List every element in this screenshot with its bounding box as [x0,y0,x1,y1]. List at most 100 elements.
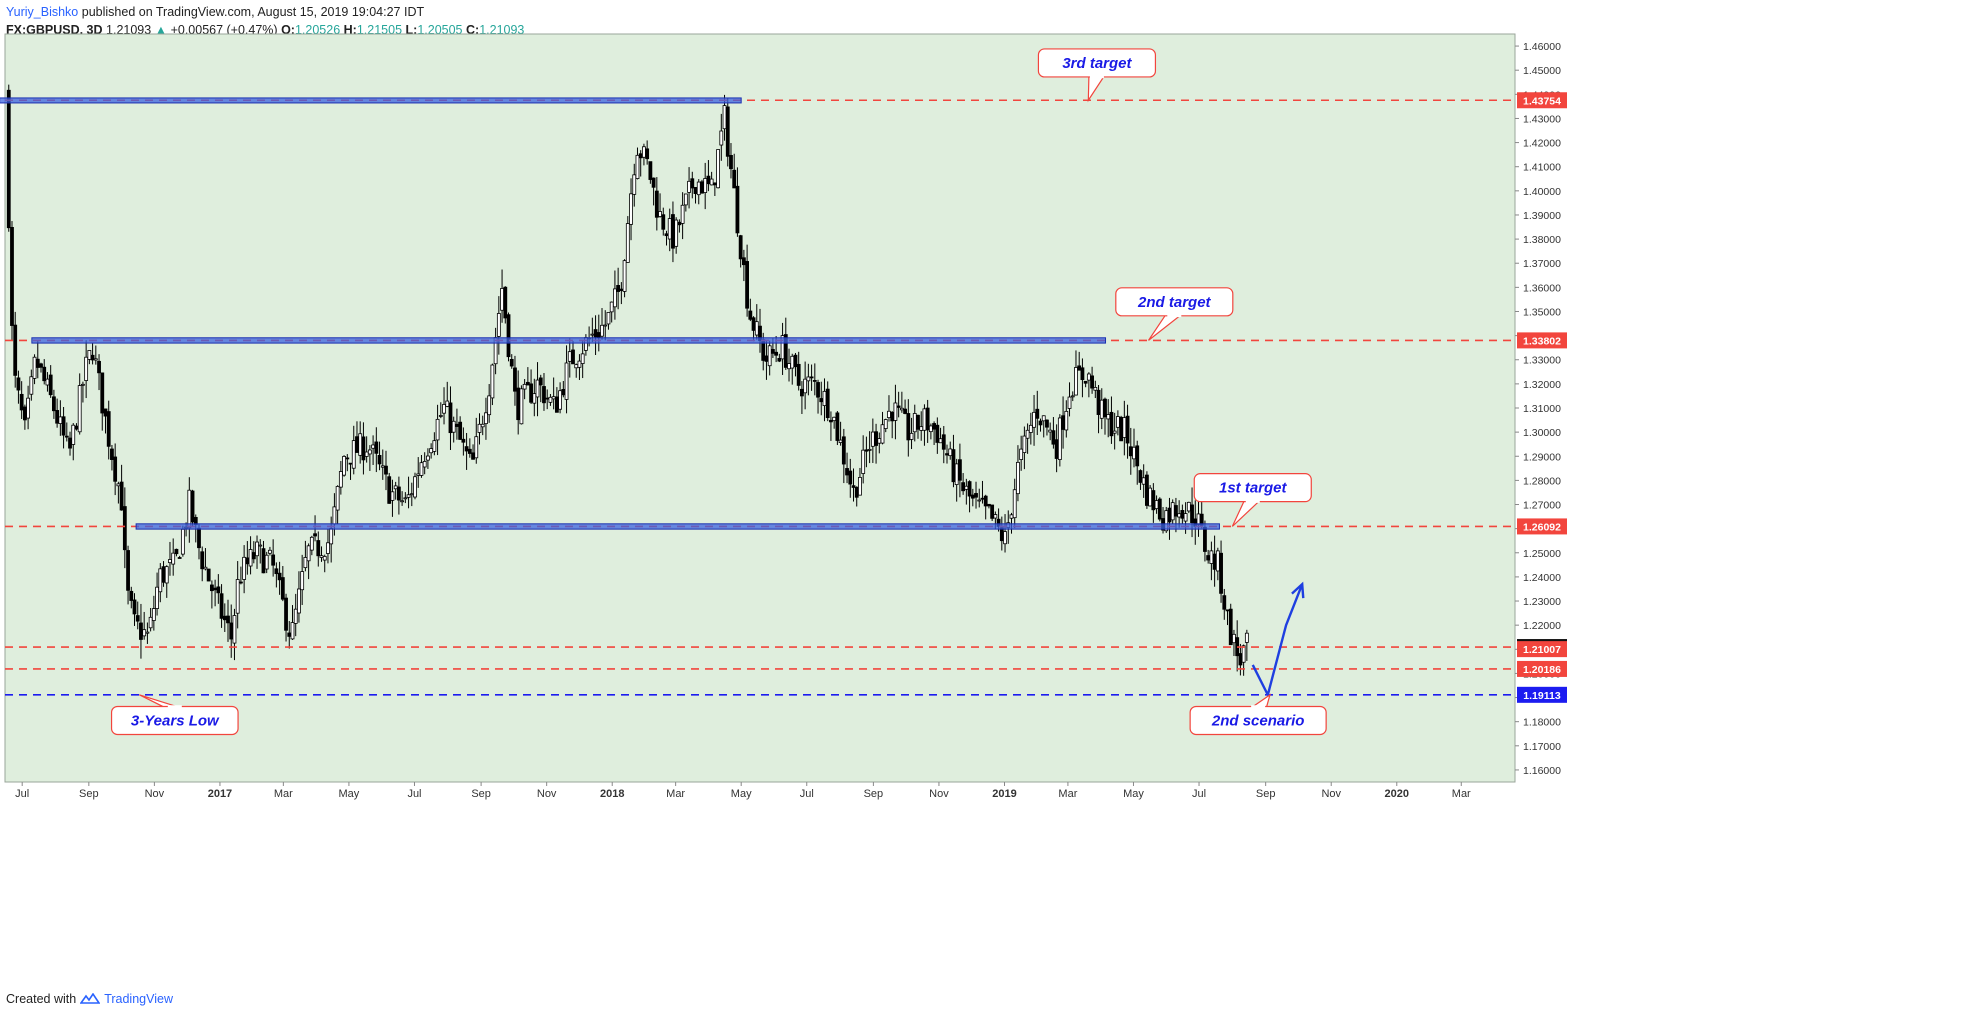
zone-rect[interactable] [0,97,742,104]
candle-body [961,482,966,492]
author-link[interactable]: Yuriy_Bishko [6,5,79,19]
candle-body [1209,550,1214,564]
candle-body [922,408,927,431]
candle-body [306,545,311,562]
candle-body [416,473,421,476]
candle-body [941,434,946,450]
candle-body [664,233,669,237]
candle-body [1048,429,1053,433]
candle-body [1061,415,1065,430]
candle-body [429,448,434,454]
x-tick-label: Jul [1192,788,1206,800]
candle-body [313,533,317,537]
candle-body [455,423,459,427]
candle-body [887,410,891,419]
candle-body [426,455,430,461]
candle-body [387,476,392,504]
candle-body [126,550,130,591]
candle-body [248,549,253,567]
callout-text: 3-Years Low [131,712,220,729]
candle-body [545,397,550,400]
candle-body [790,355,795,369]
candle-body [725,106,730,157]
candle-body [970,494,975,499]
candle-body [741,257,746,266]
zone-rect[interactable] [135,523,1220,530]
y-tick-label: 1.32000 [1523,379,1561,391]
candle-body [825,388,830,419]
candle-body [374,441,379,454]
candle-body [945,453,949,456]
y-tick-label: 1.43000 [1523,113,1561,125]
candle-body [22,406,27,421]
candle-body [119,481,124,511]
candle-body [890,411,895,422]
candle-body [6,89,11,229]
candle-body [874,431,878,446]
candle-body [616,285,621,292]
candlestick-chart[interactable]: 1.460001.450001.440001.430001.420001.410… [0,0,1972,990]
candle-body [1016,461,1020,495]
candle-body [229,622,234,640]
x-tick-label: Sep [471,788,491,800]
candle-body [1022,435,1027,453]
candle-body [1148,487,1153,507]
candle-body [600,324,604,337]
candle-body [1077,365,1082,371]
candle-body [1145,474,1149,506]
candle-body [928,425,933,433]
candle-body [774,351,779,356]
tradingview-brand[interactable]: TradingView [104,992,173,1006]
zone-rect[interactable] [31,337,1107,344]
candle-body [974,493,978,498]
candle-body [745,261,750,309]
candle-body [819,398,824,403]
candle-body [322,556,327,561]
candle-body [361,436,366,461]
candle-body [190,490,195,523]
candle-body [103,408,108,417]
price-tag-label: 1.19113 [1523,690,1561,702]
candle-body [967,481,972,497]
candle-body [484,412,488,425]
candle-body [287,632,292,637]
candle-body [532,393,537,404]
candle-body [538,377,543,386]
x-tick-label: 2017 [208,788,232,800]
candle-body [948,448,953,457]
candle-body [800,388,804,397]
callout-text: 3rd target [1062,55,1132,72]
y-tick-label: 1.38000 [1523,234,1561,246]
candle-body [274,568,279,575]
candle-body [277,572,282,581]
candle-body [384,465,388,475]
candle-body [232,615,237,644]
candle-body [571,349,575,365]
candle-body [525,381,530,386]
candle-body [1122,417,1127,438]
candle-body [1032,411,1036,428]
candle-body [958,459,962,481]
candle-body [1041,415,1046,422]
candle-body [326,542,330,554]
scenario-arrow [1251,583,1304,697]
candle-body [567,351,572,362]
x-tick-label: Jul [407,788,421,800]
candle-body [26,397,31,419]
candle-body [503,286,508,319]
candle-body [932,423,937,430]
candle-body [1225,609,1230,612]
candle-body [732,169,737,189]
candle-body [1019,448,1024,460]
candle-body [677,221,682,226]
candle-body [342,456,346,476]
candle-body [19,393,24,411]
candle-body [351,440,356,469]
candle-body [622,260,627,292]
candle-body [74,425,79,430]
candle-body [854,486,859,498]
candle-body [300,571,305,591]
candle-body [1109,411,1114,437]
candle-body [235,579,240,614]
candle-body [226,615,230,624]
